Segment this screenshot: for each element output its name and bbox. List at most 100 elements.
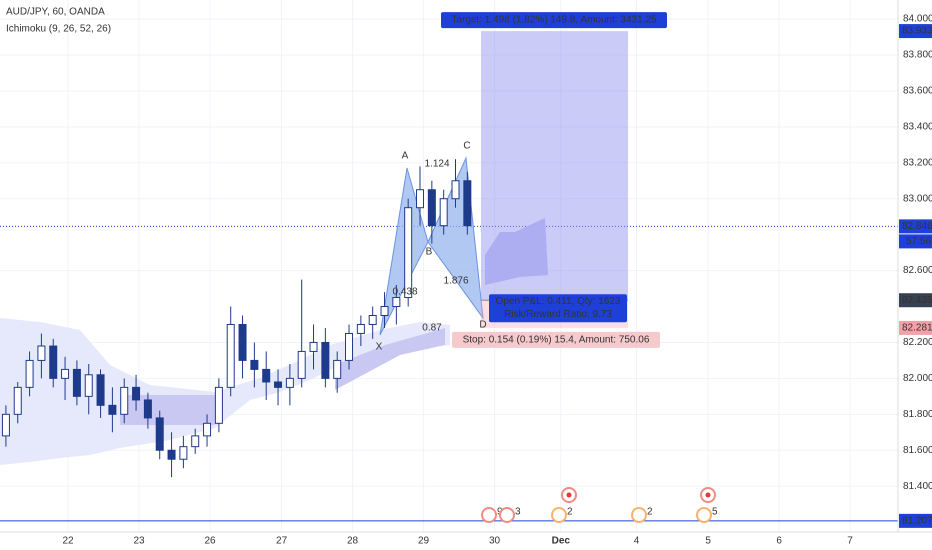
- candle-body: [309, 341, 318, 352]
- position-label: Target: 1.498 (1.82%) 149.8, Amount: 343…: [451, 15, 657, 26]
- event-count: 2: [647, 507, 653, 518]
- candle-body: [356, 323, 365, 334]
- price-label: 82.435: [902, 295, 932, 306]
- y-tick-label: 81.400: [903, 481, 932, 492]
- ichimoku-cloud: [120, 395, 215, 425]
- event-count: 5: [712, 507, 718, 518]
- chart-title: AUD/JPY, 60, OANDA: [6, 7, 105, 18]
- candle-body: [238, 323, 247, 361]
- event-dot: [566, 492, 572, 498]
- candle-body: [61, 368, 70, 379]
- candle-body: [404, 207, 413, 299]
- candle-body: [321, 341, 330, 379]
- price-label-box: [899, 320, 932, 335]
- position-label-box: [441, 12, 667, 29]
- ichimoku-cloud: [335, 328, 445, 390]
- y-tick-label: 83.000: [903, 193, 932, 204]
- pattern-label: B: [426, 247, 433, 258]
- y-tick-label: 83.400: [903, 121, 932, 132]
- pattern-label: A: [402, 151, 409, 162]
- position-label: Open P&L: 0.411, Qty: 1623: [496, 296, 621, 307]
- position-label: Risk/Reward Ratio: 9.73: [504, 309, 612, 320]
- y-tick-label: 81.600: [903, 445, 932, 456]
- candle-body: [143, 399, 152, 419]
- event-icon: [631, 507, 647, 523]
- pattern-label: 0.438: [392, 287, 417, 298]
- position-label: Stop: 0.154 (0.19%) 15.4, Amount: 750.06: [463, 335, 650, 346]
- y-tick-label: 81.800: [903, 409, 932, 420]
- x-tick-label: 30: [489, 536, 501, 547]
- countdown: 57:56: [906, 236, 931, 247]
- candle-body: [179, 446, 188, 460]
- pattern-label: C: [463, 141, 470, 152]
- candle-body: [214, 386, 223, 424]
- x-tick-label: 22: [62, 536, 74, 547]
- candle-body: [49, 345, 58, 379]
- candle-body: [203, 422, 212, 437]
- event-dot: [705, 492, 711, 498]
- y-tick-label: 83.800: [903, 50, 932, 61]
- candle-body: [333, 359, 342, 379]
- candle-body: [345, 332, 354, 361]
- y-tick-label: 82.000: [903, 373, 932, 384]
- candle-body: [416, 189, 425, 209]
- pattern-label: 1.124: [424, 159, 449, 170]
- x-tick-label: 28: [347, 536, 359, 547]
- candle-body: [368, 314, 377, 325]
- x-tick-label: 7: [847, 536, 853, 547]
- candle-body: [439, 198, 448, 227]
- x-tick-label: 6: [776, 536, 782, 547]
- candle-body: [25, 359, 34, 388]
- price-label-box: [899, 24, 932, 39]
- candle-body: [167, 449, 176, 460]
- candle-body: [72, 368, 81, 397]
- price-label-box: [899, 219, 932, 234]
- candle-body: [37, 345, 46, 361]
- event-icon: [551, 507, 567, 523]
- x-tick-label: 23: [133, 536, 145, 547]
- price-label: 83.933: [902, 26, 932, 37]
- event-count: 2: [567, 507, 573, 518]
- pattern-label: 1.876: [443, 276, 468, 287]
- position-label-box: [452, 331, 660, 348]
- event-icon: [481, 507, 497, 523]
- profit-zone: [481, 31, 628, 301]
- candle-body: [451, 180, 460, 200]
- event-icon: [499, 507, 515, 523]
- x-tick-label: 27: [276, 536, 288, 547]
- y-tick-label: 82.600: [903, 265, 932, 276]
- price-label: 82.281: [902, 323, 932, 334]
- candle-body: [108, 404, 117, 415]
- x-tick-label: 29: [418, 536, 430, 547]
- candle-body: [274, 381, 283, 388]
- event-icon: [696, 507, 712, 523]
- candle-body: [285, 377, 294, 388]
- y-tick-label: 84.000: [903, 14, 932, 25]
- price-label-box: [899, 513, 932, 528]
- candle-body: [463, 180, 472, 227]
- x-tick-label: Dec: [552, 536, 571, 547]
- candle-body: [262, 368, 271, 383]
- candle-body: [191, 435, 200, 448]
- event-count: 3: [515, 507, 521, 518]
- candle-body: [132, 386, 141, 401]
- pattern-label: 0.87: [422, 323, 442, 334]
- price-label: 82.846: [902, 221, 932, 232]
- labels: Target: 1.498 (1.82%) 149.8, Amount: 343…: [376, 12, 718, 523]
- ichimoku-cloud: [485, 218, 548, 285]
- candle-body: [380, 306, 389, 316]
- candle-body: [226, 323, 235, 388]
- x-tick-label: 5: [705, 536, 711, 547]
- indicator-label: Ichimoku (9, 26, 52, 26): [6, 24, 111, 35]
- candle-body: [392, 297, 401, 308]
- candle-body: [427, 189, 436, 227]
- candles: [1, 159, 472, 478]
- price-label-box: [899, 293, 932, 308]
- candle-body: [250, 359, 259, 370]
- pattern-label: X: [376, 342, 383, 353]
- x-tick-label: 26: [204, 536, 216, 547]
- price-axis: [898, 0, 932, 550]
- countdown-box: [899, 234, 932, 249]
- candle-body: [1, 413, 10, 437]
